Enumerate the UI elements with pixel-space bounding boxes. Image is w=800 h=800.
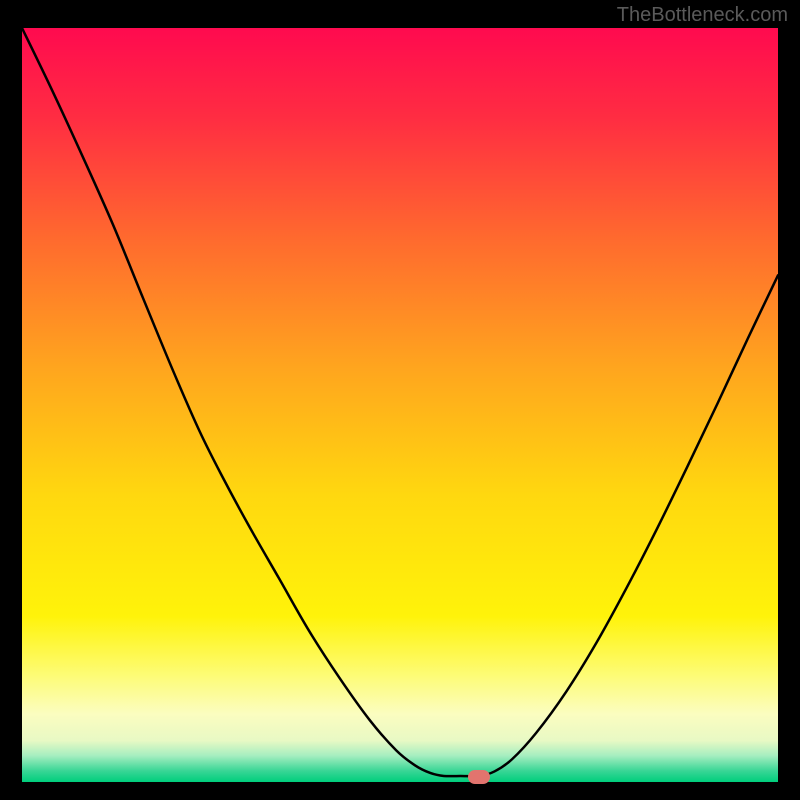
plot-area <box>22 28 778 782</box>
bottleneck-curve <box>22 28 778 782</box>
optimal-marker <box>468 770 490 784</box>
watermark-text: TheBottleneck.com <box>617 4 788 27</box>
